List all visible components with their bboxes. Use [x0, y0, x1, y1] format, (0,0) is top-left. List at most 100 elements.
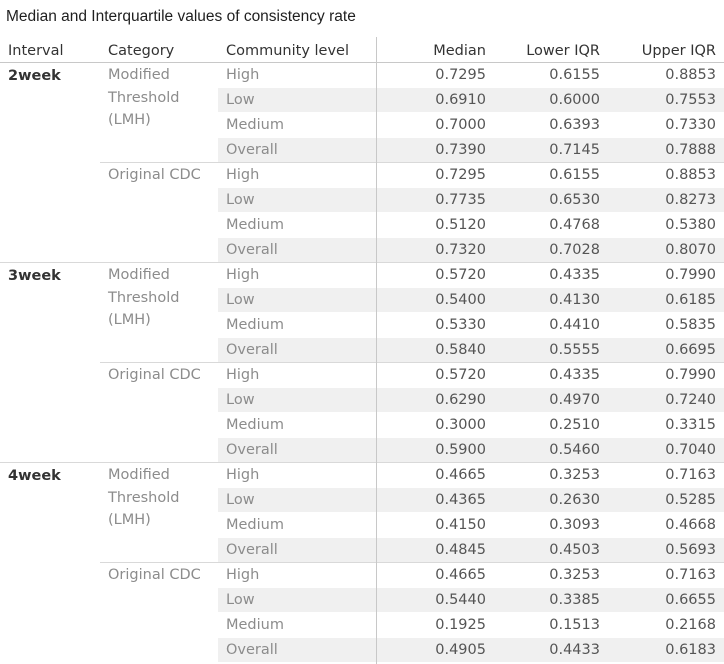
community-level-cell: High: [226, 567, 260, 583]
lower-iqr-cell: 0.5460: [549, 442, 600, 458]
median-cell: 0.1925: [435, 617, 486, 633]
lower-iqr-cell: 0.3385: [549, 592, 600, 608]
lower-iqr-cell: 0.7145: [549, 142, 600, 158]
median-cell: 0.5120: [435, 217, 486, 233]
median-cell: 0.6910: [435, 92, 486, 108]
median-cell: 0.5400: [435, 292, 486, 308]
lower-iqr-cell: 0.1513: [549, 617, 600, 633]
upper-iqr-cell: 0.4668: [665, 517, 716, 533]
lower-iqr-cell: 0.7028: [549, 242, 600, 258]
community-level-cell: Low: [226, 592, 255, 608]
community-level-cell: Medium: [226, 117, 284, 133]
community-level-cell: Medium: [226, 617, 284, 633]
median-cell: 0.7295: [435, 167, 486, 183]
lower-iqr-cell: 0.6155: [549, 167, 600, 183]
category-label: (LMH): [108, 512, 151, 528]
community-level-cell: Overall: [226, 142, 278, 158]
community-level-cell: High: [226, 167, 260, 183]
row-band: [218, 338, 724, 362]
lower-iqr-cell: 0.4410: [549, 317, 600, 333]
category-label: Threshold: [108, 289, 180, 306]
upper-iqr-cell: 0.5380: [665, 217, 716, 233]
upper-iqr-cell: 0.7990: [665, 267, 716, 283]
median-cell: 0.5900: [435, 442, 486, 458]
category-label: Modified: [108, 267, 170, 283]
median-cell: 0.3000: [435, 417, 486, 433]
median-cell: 0.7000: [435, 117, 486, 133]
upper-iqr-cell: 0.6183: [665, 642, 716, 658]
row-band: [218, 388, 724, 412]
community-level-cell: High: [226, 367, 260, 383]
lower-iqr-cell: 0.3253: [549, 567, 600, 583]
category-label: Original CDC: [108, 167, 201, 183]
column-divider: [376, 37, 377, 664]
header-community-level: Community level: [226, 43, 350, 59]
lower-iqr-cell: 0.4130: [549, 292, 600, 308]
upper-iqr-cell: 0.8070: [665, 242, 716, 258]
median-cell: 0.4665: [435, 567, 486, 583]
header-divider: [0, 62, 724, 63]
header-category: Category: [108, 43, 175, 59]
row-band: [218, 638, 724, 662]
category-divider: [100, 362, 724, 363]
lower-iqr-cell: 0.2510: [549, 417, 600, 433]
lower-iqr-cell: 0.3253: [549, 467, 600, 483]
median-cell: 0.7390: [435, 142, 486, 158]
row-band: [218, 138, 724, 162]
table-title: Median and Interquartile values of consi…: [6, 8, 356, 25]
upper-iqr-cell: 0.8853: [665, 167, 716, 183]
community-level-cell: High: [226, 267, 260, 283]
row-band: [218, 538, 724, 562]
community-level-cell: High: [226, 67, 260, 83]
category-label: Threshold: [108, 89, 180, 106]
upper-iqr-cell: 0.8273: [665, 192, 716, 208]
upper-iqr-cell: 0.7163: [665, 567, 716, 583]
community-level-cell: Overall: [226, 442, 278, 458]
header-interval: Interval: [8, 43, 64, 59]
community-level-cell: Medium: [226, 517, 284, 533]
header-lower-iqr: Lower IQR: [526, 43, 600, 59]
upper-iqr-cell: 0.7990: [665, 367, 716, 383]
lower-iqr-cell: 0.5555: [549, 342, 600, 358]
interval-label: 3week: [8, 268, 61, 284]
group-divider: [0, 262, 724, 263]
category-label: (LMH): [108, 312, 151, 328]
row-band: [218, 238, 724, 262]
upper-iqr-cell: 0.7888: [665, 142, 716, 158]
lower-iqr-cell: 0.3093: [549, 517, 600, 533]
lower-iqr-cell: 0.2630: [549, 492, 600, 508]
median-cell: 0.5720: [435, 367, 486, 383]
upper-iqr-cell: 0.7330: [665, 117, 716, 133]
group-divider: [0, 462, 724, 463]
community-level-cell: Overall: [226, 542, 278, 558]
upper-iqr-cell: 0.6655: [665, 592, 716, 608]
community-level-cell: Medium: [226, 317, 284, 333]
category-divider: [100, 562, 724, 563]
community-level-cell: Overall: [226, 342, 278, 358]
lower-iqr-cell: 0.6393: [549, 117, 600, 133]
median-cell: 0.4365: [435, 492, 486, 508]
upper-iqr-cell: 0.7553: [665, 92, 716, 108]
header-upper-iqr: Upper IQR: [641, 43, 716, 59]
lower-iqr-cell: 0.6530: [549, 192, 600, 208]
median-cell: 0.4905: [435, 642, 486, 658]
category-label: Modified: [108, 467, 170, 483]
upper-iqr-cell: 0.5285: [665, 492, 716, 508]
upper-iqr-cell: 0.3315: [665, 417, 716, 433]
median-cell: 0.7320: [435, 242, 486, 258]
row-band: [218, 288, 724, 312]
median-cell: 0.7735: [435, 192, 486, 208]
row-band: [218, 488, 724, 512]
community-level-cell: Medium: [226, 417, 284, 433]
category-label: (LMH): [108, 112, 151, 128]
community-level-cell: Low: [226, 392, 255, 408]
median-cell: 0.4665: [435, 467, 486, 483]
community-level-cell: Medium: [226, 217, 284, 233]
community-level-cell: Low: [226, 492, 255, 508]
category-label: Threshold: [108, 489, 180, 506]
category-label: Modified: [108, 67, 170, 83]
median-cell: 0.5440: [435, 592, 486, 608]
upper-iqr-cell: 0.7040: [665, 442, 716, 458]
interval-label: 2week: [8, 68, 61, 84]
upper-iqr-cell: 0.7163: [665, 467, 716, 483]
